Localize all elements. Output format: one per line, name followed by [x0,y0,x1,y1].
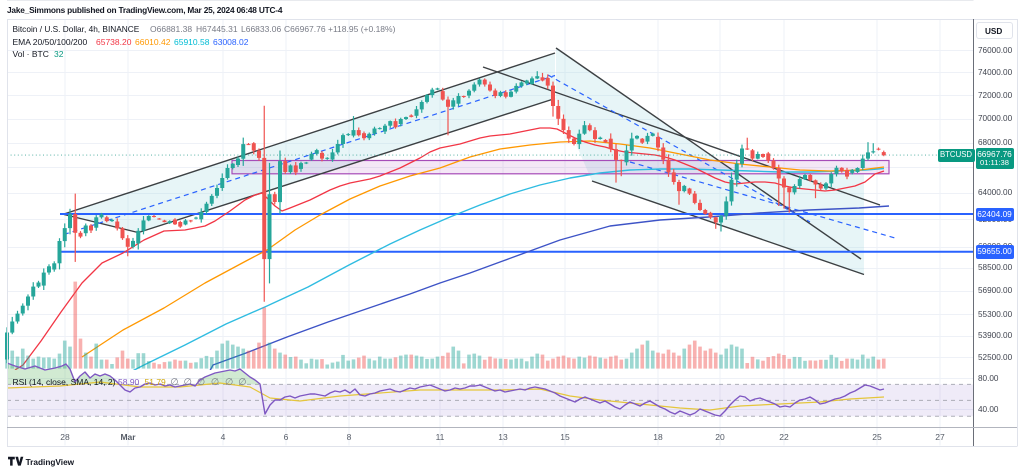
svg-text:TradingView: TradingView [26,458,75,467]
